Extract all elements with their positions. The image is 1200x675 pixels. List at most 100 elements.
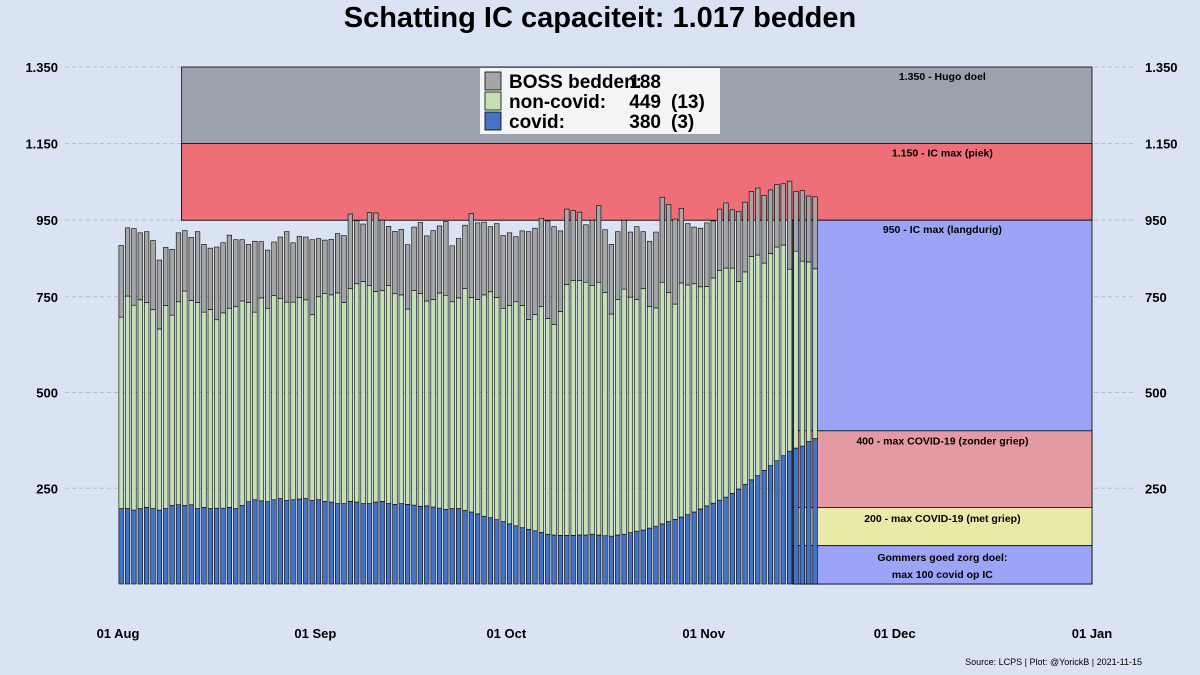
bar-non-covid: [742, 271, 748, 485]
bar-non-covid: [436, 292, 443, 509]
bar-non-covid: [780, 244, 786, 457]
bar-boss-bedden: [315, 238, 322, 298]
bar-boss-bedden: [144, 231, 150, 303]
bar-non-covid: [666, 292, 672, 522]
bar-boss-bedden: [793, 191, 799, 252]
band-label: 950 - IC max (langdurig): [883, 224, 1002, 236]
bar-covid: [755, 475, 761, 585]
bar-boss-bedden: [570, 210, 576, 281]
bar-boss-bedden: [767, 189, 774, 254]
bar-covid: [462, 510, 468, 585]
bar-boss-bedden: [500, 235, 506, 309]
bar-covid: [659, 523, 665, 585]
band-label: 400 - max COVID-19 (zonder griep): [856, 435, 1028, 447]
x-tick-label: 01 Jan: [1072, 626, 1113, 641]
bar-covid: [526, 528, 532, 585]
bar-non-covid: [685, 284, 691, 515]
bar-boss-bedden: [608, 244, 614, 315]
x-tick-label: 01 Sep: [294, 626, 336, 641]
bar-covid: [634, 530, 640, 585]
bar-boss-bedden: [576, 211, 583, 281]
bar-covid: [385, 503, 392, 585]
bar-non-covid: [290, 301, 296, 501]
bar-boss-bedden: [347, 213, 353, 290]
bar-covid: [608, 535, 614, 585]
bar-boss-bedden: [436, 225, 443, 294]
bar-covid: [506, 523, 513, 585]
bar-covid: [271, 499, 277, 585]
bar-covid: [405, 504, 411, 585]
bar-boss-bedden: [131, 228, 137, 306]
bar-covid: [615, 534, 621, 585]
bar-boss-bedden: [704, 222, 710, 287]
bar-covid: [194, 508, 201, 585]
bar-non-covid: [729, 267, 735, 494]
bar-boss-bedden: [169, 248, 175, 316]
bar-covid: [169, 505, 175, 585]
bar-non-covid: [589, 284, 595, 535]
bar-non-covid: [303, 299, 309, 499]
bar-covid: [131, 509, 137, 585]
y-tick-label-left: 950: [36, 213, 58, 228]
y-tick-label-left: 250: [36, 481, 58, 496]
band-label: 200 - max COVID-19 (met griep): [864, 513, 1020, 525]
bar-non-covid: [239, 300, 245, 506]
bar-non-covid: [596, 281, 602, 536]
bar-non-covid: [608, 313, 614, 537]
bar-covid: [430, 506, 436, 585]
bar-boss-bedden: [640, 231, 646, 290]
band-label: 1.350 - Hugo doel: [899, 71, 986, 83]
bar-boss-bedden: [710, 220, 716, 279]
bar-covid: [621, 533, 627, 585]
bar-non-covid: [430, 299, 436, 508]
bar-boss-bedden: [475, 222, 481, 300]
bar-non-covid: [118, 316, 124, 509]
bar-non-covid: [214, 319, 220, 509]
bar-covid: [627, 532, 634, 585]
bar-covid: [475, 513, 481, 585]
bar-boss-bedden: [252, 240, 258, 313]
bar-boss-bedden: [538, 217, 544, 307]
bar-non-covid: [271, 295, 277, 501]
bar-boss-bedden: [303, 236, 309, 301]
bar-covid: [182, 505, 188, 585]
bar-covid: [233, 508, 239, 585]
bar-boss-bedden: [188, 237, 194, 301]
band-label: max 100 covid op IC: [892, 569, 993, 581]
bar-covid: [678, 516, 684, 585]
bar-non-covid: [468, 297, 474, 513]
y-tick-label-right: 750: [1145, 290, 1167, 305]
bar-boss-bedden: [748, 191, 755, 257]
bar-boss-bedden: [583, 224, 589, 283]
x-tick-label: 01 Oct: [486, 626, 526, 641]
bar-covid: [296, 498, 303, 585]
bar-boss-bedden: [424, 235, 430, 302]
bar-covid: [468, 511, 474, 585]
bar-boss-bedden: [799, 190, 805, 262]
bar-covid: [716, 499, 723, 585]
bar-covid: [347, 500, 353, 585]
legend: BOSS bedden:188 non-covid: 449 (13) covid: 38…: [480, 68, 720, 134]
bar-non-covid: [315, 296, 322, 501]
bar-covid: [220, 507, 226, 585]
bar-non-covid: [124, 295, 131, 509]
bar-boss-bedden: [398, 229, 404, 296]
bar-boss-bedden: [774, 184, 780, 248]
bar-boss-bedden: [716, 208, 723, 271]
bar-covid: [455, 508, 462, 585]
bar-boss-bedden: [462, 224, 468, 289]
bar-covid: [596, 534, 602, 585]
bar-non-covid: [481, 294, 487, 517]
bar-covid: [767, 465, 774, 585]
bar-covid: [424, 505, 430, 585]
bar-boss-bedden: [430, 230, 436, 300]
x-tick-label: 01 Dec: [874, 626, 916, 641]
bar-boss-bedden: [360, 223, 366, 282]
y-tick-label-right: 1.350: [1145, 60, 1178, 75]
bar-covid: [315, 499, 322, 585]
bar-non-covid: [373, 291, 379, 503]
bar-covid: [443, 509, 449, 585]
bar-non-covid: [194, 302, 201, 509]
bar-covid: [748, 479, 755, 585]
